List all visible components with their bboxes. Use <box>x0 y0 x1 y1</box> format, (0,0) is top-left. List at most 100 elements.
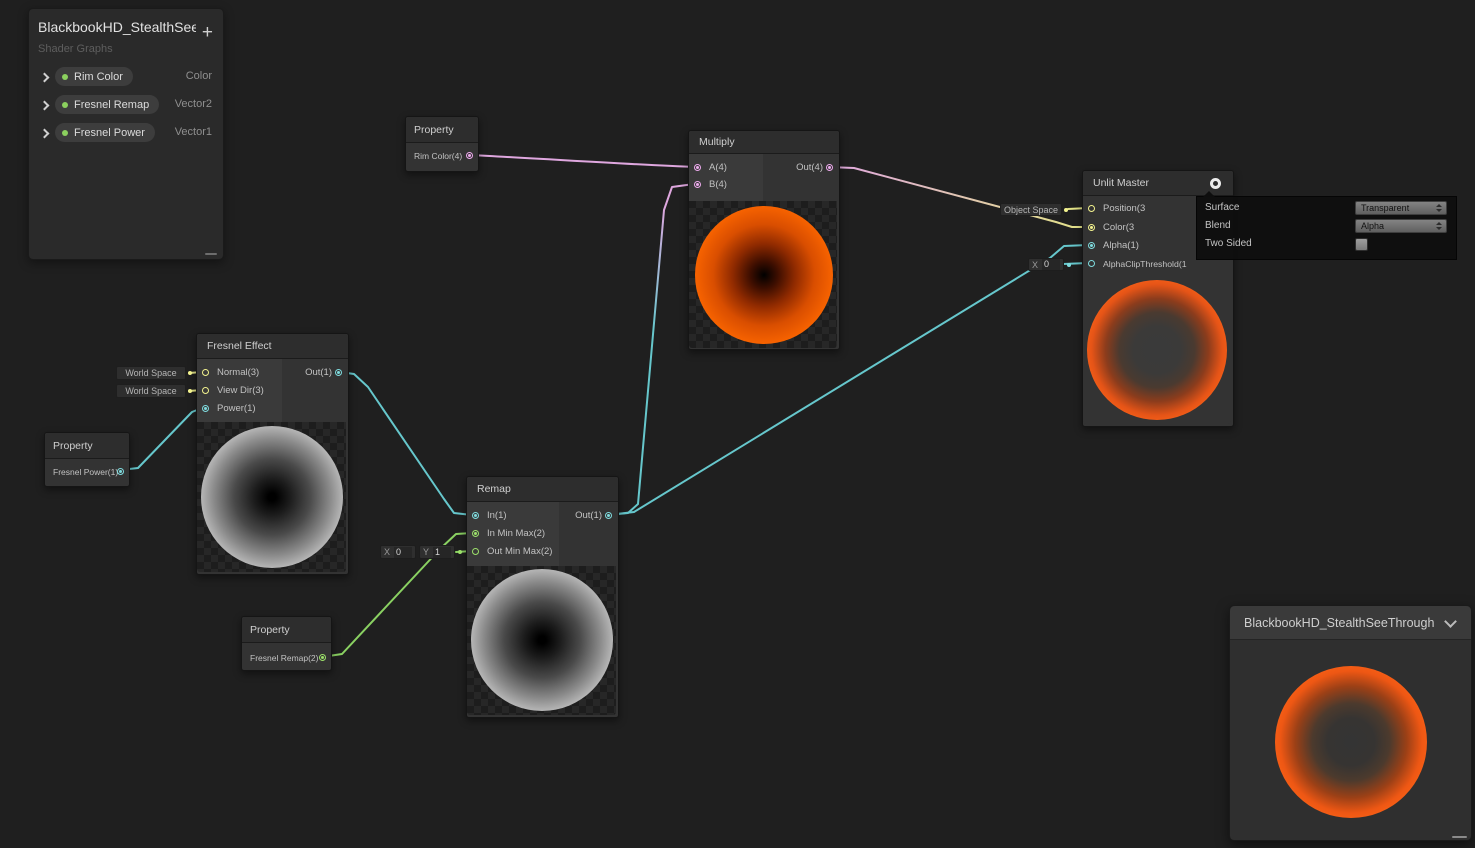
input-port-label: View Dir(3) <box>217 385 264 396</box>
port-fresnel-power-out-icon[interactable] <box>117 468 124 475</box>
surface-dropdown[interactable]: Transparent <box>1355 201 1447 215</box>
master-preview-header[interactable]: BlackbookHD_StealthSeeThrough <box>1230 606 1471 640</box>
property-pill-rim-color[interactable]: Rim Color <box>55 67 133 86</box>
blackboard-property-row[interactable]: Fresnel Remap Vector2 <box>29 93 223 119</box>
port-fresnel-out-icon[interactable] <box>335 369 342 376</box>
unlit-settings-popup: Surface Transparent Blend Alpha Two Side… <box>1196 191 1457 260</box>
port-viewdir-icon[interactable] <box>202 387 209 394</box>
property-pill-label: Fresnel Remap <box>74 98 150 111</box>
edge-multiply-to-color[interactable] <box>828 166 1089 228</box>
outminmax-default-fields[interactable]: X 0 Y 1 <box>380 545 463 559</box>
pill-dot-icon <box>188 389 192 393</box>
port-color-icon[interactable] <box>1088 224 1095 231</box>
fresnel-preview <box>197 422 346 572</box>
port-rim-color-out-icon[interactable] <box>466 152 473 159</box>
chevron-right-icon[interactable] <box>39 72 50 83</box>
blackboard-resize-handle[interactable] <box>205 253 217 255</box>
port-fresnel-remap-out-icon[interactable] <box>319 654 326 661</box>
pill-dot-icon <box>1067 262 1072 267</box>
blackboard-panel[interactable]: BlackbookHD_StealthSee Shader Graphs + R… <box>28 8 224 260</box>
unlit-preview-sphere <box>1087 280 1227 420</box>
popup-notch <box>1203 191 1215 197</box>
port-normal-icon[interactable] <box>202 369 209 376</box>
edge-remap-to-multiply-b[interactable] <box>607 183 695 516</box>
port-remap-out-icon[interactable] <box>605 512 612 519</box>
property-pill-fresnel-remap[interactable]: Fresnel Remap <box>55 95 160 114</box>
normal-space-pill[interactable]: World Space <box>116 366 192 380</box>
exposed-dot-icon <box>62 73 68 80</box>
node-multiply[interactable]: Multiply A(4) B(4) Out(4) <box>688 130 840 350</box>
blackboard-title: BlackbookHD_StealthSee <box>38 19 196 35</box>
edge-fresnelpower-to-power[interactable] <box>119 407 203 471</box>
port-position-icon[interactable] <box>1088 205 1095 212</box>
exposed-dot-icon <box>62 101 68 108</box>
blackboard-property-row[interactable]: Fresnel Power Vector1 <box>29 121 223 147</box>
output-port-label: Out(1) <box>575 510 602 521</box>
space-pill-label: World Space <box>125 368 177 378</box>
position-default-pill[interactable]: Object Space <box>1000 203 1068 216</box>
input-port-label: Normal(3) <box>217 367 260 378</box>
surface-value: Transparent <box>1361 203 1410 213</box>
input-port-label: A(4) <box>709 162 727 173</box>
node-property-rim-color[interactable]: Property Rim Color(4) <box>405 116 479 172</box>
output-port-label: Fresnel Power(1) <box>53 467 119 477</box>
input-port-label: Power(1) <box>217 403 256 414</box>
space-pill-label: World Space <box>125 386 177 396</box>
node-remap[interactable]: Remap In(1) In Min Max(2) Out Min Max(2)… <box>466 476 619 718</box>
add-property-button[interactable]: + <box>201 22 213 43</box>
property-type-label: Vector1 <box>174 126 212 138</box>
node-fresnel-effect[interactable]: Fresnel Effect Normal(3) View Dir(3) Pow… <box>196 333 349 575</box>
master-preview-panel[interactable]: BlackbookHD_StealthSeeThrough <box>1229 605 1472 841</box>
input-port-label: In(1) <box>487 510 507 521</box>
blackboard-property-row[interactable]: Rim Color Color <box>29 65 223 91</box>
chevron-right-icon[interactable] <box>39 128 50 139</box>
field-label: Y <box>423 547 430 557</box>
pill-dot-icon <box>188 371 192 375</box>
fresnel-preview-sphere <box>201 426 343 568</box>
viewdir-space-pill[interactable]: World Space <box>116 384 192 398</box>
multiply-preview-sphere <box>695 206 833 344</box>
preview-resize-handle[interactable] <box>1452 836 1467 838</box>
edge-fresnel-to-remap-in[interactable] <box>339 371 473 516</box>
port-alpha-icon[interactable] <box>1088 242 1095 249</box>
alphaclip-default-field[interactable]: X 0 <box>1028 258 1072 271</box>
port-remap-in-icon[interactable] <box>472 512 479 519</box>
port-power-icon[interactable] <box>202 405 209 412</box>
field-value[interactable]: 1 <box>433 546 452 558</box>
dropdown-arrows-icon <box>1435 222 1442 231</box>
node-title: Fresnel Effect <box>197 334 348 359</box>
output-port-label: Out(4) <box>796 162 823 173</box>
property-pill-label: Fresnel Power <box>74 126 145 139</box>
edge-remap-to-alpha[interactable] <box>607 244 1089 516</box>
node-title: Property <box>406 117 478 143</box>
input-port-label: Alpha(1) <box>1103 240 1139 251</box>
field-label: X <box>384 547 391 557</box>
output-port-label: Out(1) <box>305 367 332 378</box>
input-port-label: AlphaClipThreshold(1 <box>1103 259 1187 269</box>
two-sided-checkbox[interactable] <box>1355 238 1368 251</box>
field-value[interactable]: 0 <box>394 546 413 558</box>
output-port-label: Fresnel Remap(2) <box>250 653 319 663</box>
gear-icon[interactable] <box>1210 178 1221 189</box>
property-type-label: Vector2 <box>174 98 212 110</box>
port-outminmax-icon[interactable] <box>472 548 479 555</box>
node-unlit-master[interactable]: Unlit Master Position(3 Color(3 Alpha(1)… <box>1082 170 1234 427</box>
input-port-label: In Min Max(2) <box>487 528 546 539</box>
exposed-dot-icon <box>62 129 68 136</box>
node-property-fresnel-remap[interactable]: Property Fresnel Remap(2) <box>241 616 332 671</box>
blend-value: Alpha <box>1361 221 1385 231</box>
port-multiply-b-icon[interactable] <box>694 181 701 188</box>
surface-label: Surface <box>1205 202 1240 213</box>
chevron-down-icon[interactable] <box>1444 615 1457 628</box>
node-property-fresnel-power[interactable]: Property Fresnel Power(1) <box>44 432 130 487</box>
property-pill-fresnel-power[interactable]: Fresnel Power <box>55 123 155 142</box>
port-multiply-a-icon[interactable] <box>694 164 701 171</box>
chevron-right-icon[interactable] <box>39 100 50 111</box>
edge-rimcolor-to-multiply-a[interactable] <box>469 154 696 168</box>
blend-dropdown[interactable]: Alpha <box>1355 219 1447 233</box>
port-multiply-out-icon[interactable] <box>826 164 833 171</box>
port-alphaclipthreshold-icon[interactable] <box>1088 260 1095 267</box>
field-value[interactable]: 0 <box>1042 259 1061 270</box>
port-inminmax-icon[interactable] <box>472 530 479 537</box>
